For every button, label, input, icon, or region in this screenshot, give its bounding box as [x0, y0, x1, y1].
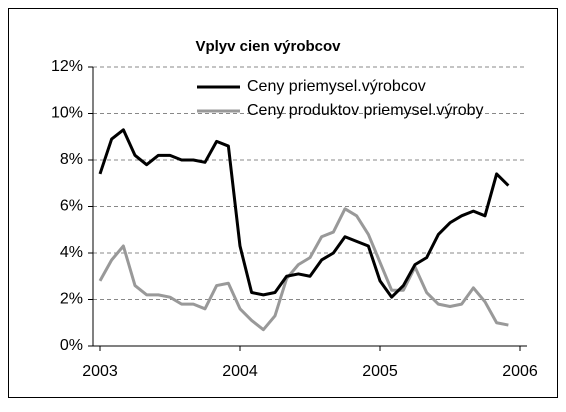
y-tick-label: 10%: [51, 105, 83, 122]
y-tick-label: 2%: [60, 291, 83, 308]
x-tick-label: 2005: [362, 363, 398, 380]
x-tick-label: 2003: [82, 363, 118, 380]
x-tick-label: 2004: [222, 363, 258, 380]
legend-label: Ceny priemysel.výrobcov: [247, 78, 426, 95]
chart-title: Vplyv cien výrobcov: [195, 38, 341, 55]
x-tick-label: 2006: [502, 363, 538, 380]
y-tick-label: 12%: [51, 58, 83, 75]
chart-border: [8, 8, 558, 398]
y-tick-label: 8%: [60, 151, 83, 168]
y-tick-label: 4%: [60, 244, 83, 261]
y-tick-label: 6%: [60, 198, 83, 215]
legend-label: Ceny produktov priemysel.výroby: [247, 102, 484, 119]
series-line: [98, 128, 510, 299]
y-tick-label: 0%: [60, 337, 83, 354]
series-line: [98, 207, 509, 332]
